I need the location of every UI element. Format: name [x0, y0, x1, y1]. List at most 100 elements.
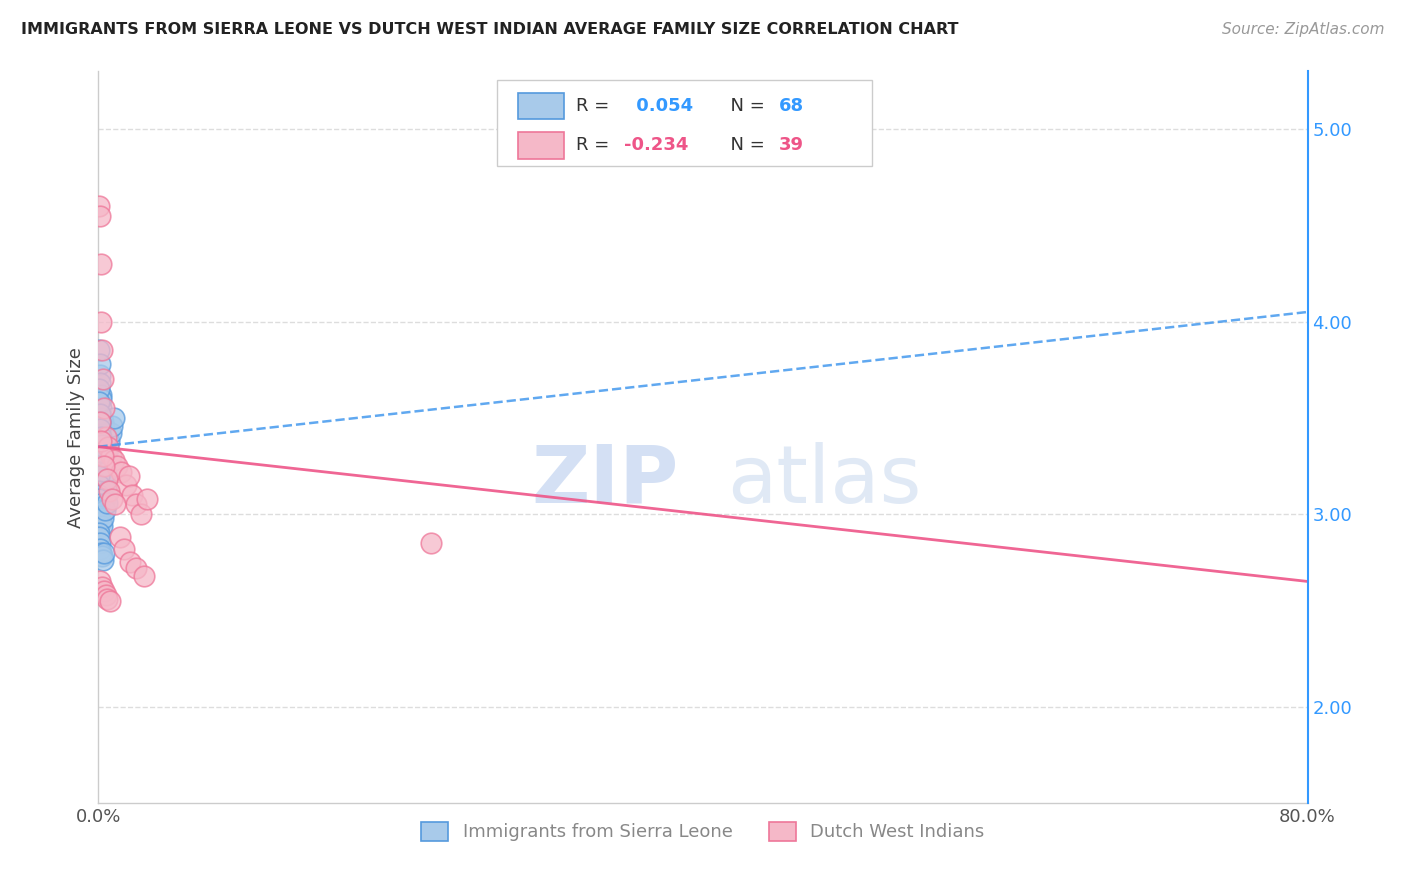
Point	[89, 415, 111, 429]
Point	[90, 438, 112, 452]
Point	[125, 498, 148, 512]
Text: R =: R =	[576, 97, 614, 115]
Point	[89, 536, 111, 550]
Point	[93, 401, 115, 416]
Point	[91, 443, 114, 458]
Point	[91, 410, 114, 425]
Point	[96, 472, 118, 486]
Point	[93, 420, 115, 434]
Point	[96, 483, 118, 498]
Point	[94, 442, 117, 456]
Point	[98, 483, 121, 498]
Legend: Immigrants from Sierra Leone, Dutch West Indians: Immigrants from Sierra Leone, Dutch West…	[415, 814, 991, 848]
Point	[89, 368, 111, 383]
Text: N =: N =	[718, 136, 770, 154]
Point	[97, 440, 120, 454]
Point	[93, 491, 115, 506]
Point	[90, 580, 112, 594]
Point	[100, 450, 122, 464]
Point	[89, 468, 111, 483]
Point	[93, 458, 115, 473]
FancyBboxPatch shape	[517, 132, 564, 159]
Point	[89, 491, 111, 506]
Point	[96, 440, 118, 454]
Text: Source: ZipAtlas.com: Source: ZipAtlas.com	[1222, 22, 1385, 37]
Point	[94, 430, 117, 444]
Point	[89, 530, 111, 544]
Point	[90, 483, 112, 498]
Point	[94, 430, 117, 444]
Point	[91, 372, 114, 386]
Point	[89, 503, 111, 517]
Point	[90, 430, 112, 444]
Point	[89, 472, 111, 486]
Point	[98, 434, 121, 448]
Point	[89, 498, 111, 512]
Point	[96, 465, 118, 479]
Point	[94, 503, 117, 517]
Point	[89, 415, 111, 429]
Text: 39: 39	[779, 136, 804, 154]
FancyBboxPatch shape	[517, 93, 564, 119]
Point	[90, 549, 112, 564]
Text: 0.054: 0.054	[630, 97, 693, 115]
Point	[89, 574, 111, 589]
Point	[91, 518, 114, 533]
Point	[90, 388, 112, 402]
Point	[98, 593, 121, 607]
Point	[93, 480, 115, 494]
Point	[89, 395, 111, 409]
Point	[89, 450, 111, 464]
Point	[94, 434, 117, 448]
Point	[89, 483, 111, 498]
Point	[96, 591, 118, 606]
FancyBboxPatch shape	[498, 80, 872, 167]
Point	[104, 498, 127, 512]
Point	[89, 488, 111, 502]
Point	[90, 401, 112, 416]
Point	[96, 438, 118, 452]
Point	[125, 561, 148, 575]
Point	[132, 568, 155, 582]
Point	[89, 498, 111, 512]
Point	[420, 536, 443, 550]
Point	[89, 376, 111, 391]
Point	[89, 491, 111, 506]
Point	[93, 584, 115, 599]
Point	[91, 488, 114, 502]
Text: -0.234: -0.234	[624, 136, 689, 154]
Text: R =: R =	[576, 136, 614, 154]
Point	[93, 426, 115, 441]
Point	[112, 541, 135, 556]
Point	[91, 511, 114, 525]
Text: N =: N =	[718, 97, 770, 115]
Point	[90, 515, 112, 529]
Point	[89, 458, 111, 473]
Point	[90, 507, 112, 521]
Point	[89, 478, 111, 492]
Point	[90, 315, 112, 329]
Point	[97, 442, 120, 456]
Point	[108, 530, 131, 544]
Point	[118, 468, 141, 483]
Point	[91, 450, 114, 464]
Point	[89, 199, 111, 213]
Point	[90, 434, 112, 448]
Point	[89, 526, 111, 541]
Point	[105, 458, 128, 473]
Point	[91, 553, 114, 567]
Point	[103, 410, 125, 425]
Point	[91, 500, 114, 514]
Point	[90, 503, 112, 517]
Point	[89, 465, 111, 479]
Point	[110, 465, 132, 479]
Point	[100, 426, 122, 441]
Point	[89, 407, 111, 421]
Point	[89, 508, 111, 523]
Point	[89, 382, 111, 396]
Point	[120, 555, 142, 569]
Point	[90, 257, 112, 271]
Point	[101, 491, 124, 506]
Text: 68: 68	[779, 97, 804, 115]
Point	[89, 422, 111, 436]
